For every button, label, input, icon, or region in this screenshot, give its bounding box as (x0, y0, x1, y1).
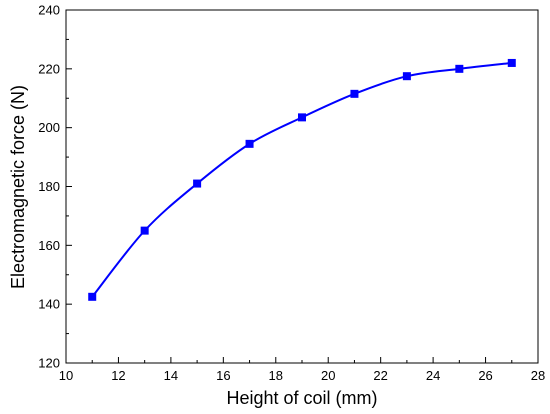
data-point-marker (245, 139, 254, 148)
x-axis-ticks (65, 357, 539, 363)
data-point-marker (350, 89, 359, 98)
y-axis-title: Electromagnetic force (N) (8, 85, 28, 289)
data-point-marker (193, 179, 202, 188)
x-axis-title: Height of coil (mm) (226, 388, 377, 408)
series-line (91, 61, 512, 298)
data-point-marker (298, 113, 306, 122)
series-markers (88, 58, 516, 301)
x-tick-label: 18 (269, 368, 283, 383)
data-point-marker (455, 64, 464, 73)
x-tick-label: 24 (426, 368, 440, 383)
data-point-marker (140, 226, 149, 235)
x-tick-label: 20 (321, 368, 335, 383)
x-tick-label: 10 (59, 368, 73, 383)
x-axis-tick-labels: 10 12 14 16 18 20 22 24 26 28 (59, 368, 545, 383)
x-tick-label: 28 (531, 368, 545, 383)
y-tick-label: 120 (38, 356, 60, 371)
data-point-marker (507, 58, 516, 67)
y-tick-label: 220 (38, 61, 60, 76)
x-tick-label: 14 (164, 368, 178, 383)
y-tick-label: 180 (38, 179, 60, 194)
y-axis-tick-labels: 120 140 160 180 200 220 240 (38, 3, 60, 371)
x-tick-label: 16 (216, 368, 230, 383)
data-point-marker (402, 72, 411, 81)
x-tick-label: 22 (373, 368, 387, 383)
y-tick-label: 200 (38, 120, 60, 135)
y-tick-label: 240 (38, 3, 60, 18)
y-axis-ticks (66, 9, 72, 364)
data-point-marker (88, 292, 97, 301)
y-tick-label: 160 (38, 238, 60, 253)
plot-frame (65, 9, 539, 364)
x-tick-label: 26 (478, 368, 492, 383)
x-tick-label: 12 (111, 368, 125, 383)
y-tick-label: 140 (38, 297, 60, 312)
